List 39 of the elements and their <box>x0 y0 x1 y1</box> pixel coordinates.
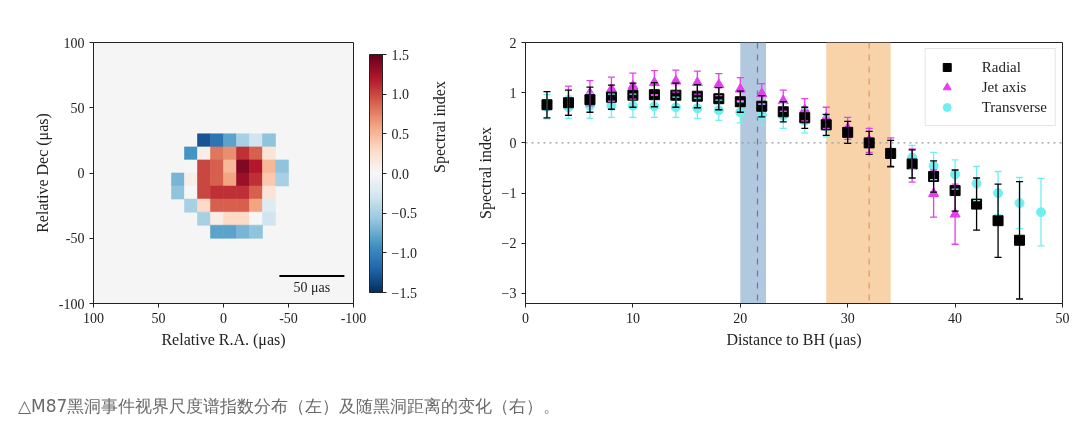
color-bar-label: −1.0 <box>391 245 417 261</box>
y-axis-title: Spectral index <box>476 127 495 219</box>
color-bar-label: 0.5 <box>391 126 409 142</box>
y-tick-label: -50 <box>65 231 85 247</box>
x-axis-title: Relative R.A. (μas) <box>161 330 286 349</box>
x-tick-label: 50 <box>151 310 166 326</box>
color-bar-label: 1.5 <box>391 47 409 63</box>
y-tick-label: 2 <box>509 35 517 51</box>
x-tick-label: 20 <box>733 310 748 326</box>
y-tick-label: 1 <box>509 85 517 101</box>
x-axis-title: Distance to BH (μas) <box>726 330 862 349</box>
y-tick-label: 0 <box>77 166 85 181</box>
x-tick-label: 100 <box>83 310 104 326</box>
x-tick-label: 30 <box>840 310 855 326</box>
y-tick-label: −3 <box>501 286 517 302</box>
legend-label: Jet axis <box>981 78 1027 96</box>
color-bar-label: −1.5 <box>391 285 417 301</box>
x-tick-label: 40 <box>948 310 963 326</box>
y-tick-label: 100 <box>63 35 85 51</box>
y-tick-label: −1 <box>501 186 517 202</box>
color-bar-label: 1.0 <box>391 87 409 103</box>
y-axis-title: Relative Dec (μas) <box>33 113 52 233</box>
x-tick-label: 0 <box>220 310 227 326</box>
legend-label: Transverse <box>981 98 1047 116</box>
text: △M87黑洞事件视界尺度谱指数分布（左）及随黑洞距离的变化（右）。 <box>18 395 561 418</box>
y-tick-label: 0 <box>509 135 517 151</box>
x-tick-label: -50 <box>279 310 298 326</box>
y-tick-label: 50 <box>70 100 85 116</box>
legend-label: Radial <box>981 58 1021 76</box>
color-bar-label: 0.0 <box>391 166 409 182</box>
annotation: 50 μas <box>293 280 331 296</box>
x-tick-label: 50 <box>1055 310 1070 326</box>
color-bar-label: −0.5 <box>391 206 417 222</box>
y-tick-label: -100 <box>58 296 85 312</box>
x-tick-label: 0 <box>522 310 529 326</box>
x-tick-label: -100 <box>340 310 367 326</box>
y-tick-label: −2 <box>501 236 517 252</box>
color-bar-title: Spectral index <box>431 81 449 173</box>
x-tick-label: 10 <box>625 310 640 326</box>
